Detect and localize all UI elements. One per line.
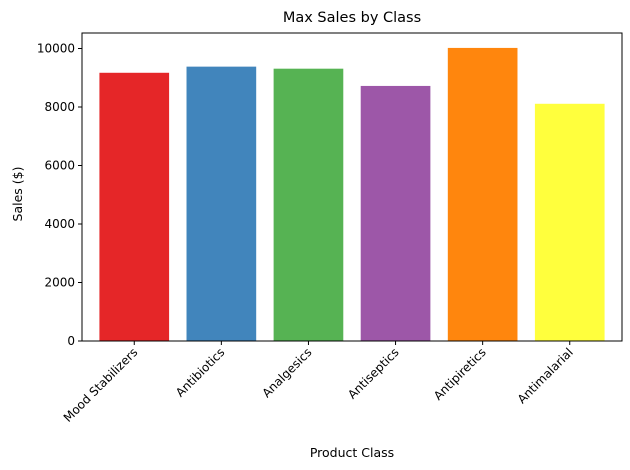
bar-analgesics <box>273 68 344 342</box>
x-tick-label: Mood Stabilizers <box>61 345 141 425</box>
bar-antiseptics <box>360 85 431 341</box>
y-tick-label: 10000 <box>37 42 75 56</box>
x-axis-label: Product Class <box>310 445 394 460</box>
bar-antimalarial <box>534 103 605 341</box>
x-axis: Mood Stabilizers Antibiotics Analgesics Ant… <box>61 341 576 425</box>
x-tick-label: Antiseptics <box>345 345 402 402</box>
x-tick-label: Antimalarial <box>515 345 576 406</box>
x-tick-label: Antipiretics <box>431 345 489 403</box>
plot-frame <box>81 32 623 342</box>
bar-mood-stabilizers <box>99 72 170 342</box>
y-axis: 0 2000 4000 6000 8000 10000 <box>37 42 82 348</box>
y-tick-label: 2000 <box>44 276 75 290</box>
y-tick-label: 8000 <box>44 100 75 114</box>
bar-antipiretics <box>447 47 518 341</box>
y-tick-label: 4000 <box>44 217 75 231</box>
chart-title: Max Sales by Class <box>283 10 421 26</box>
y-axis-label: Sales ($) <box>10 167 25 222</box>
bars <box>99 47 605 342</box>
y-tick-label: 0 <box>67 334 75 348</box>
x-tick-label: Antibiotics <box>173 345 227 399</box>
bar-antibiotics <box>186 66 257 341</box>
x-tick-label: Analgesics <box>259 345 314 400</box>
y-tick-label: 6000 <box>44 159 75 173</box>
